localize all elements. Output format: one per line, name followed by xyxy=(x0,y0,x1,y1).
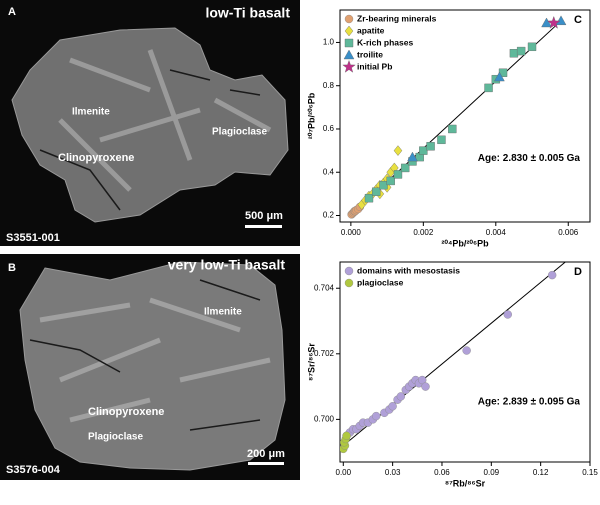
plot-frame xyxy=(339,9,591,223)
point xyxy=(393,170,403,179)
x-tick-label: 0.12 xyxy=(533,468,549,477)
y-tick-label: 0.702 xyxy=(314,349,335,358)
point xyxy=(484,83,493,93)
mineral-label: Clinopyroxene xyxy=(88,406,164,418)
point xyxy=(462,346,471,355)
crystal-laths xyxy=(58,49,272,192)
legend-label: initial Pb xyxy=(357,61,392,71)
panel-letter: B xyxy=(8,262,16,274)
x-tick-label: 0.002 xyxy=(413,228,434,237)
panel-letter: C xyxy=(574,14,582,26)
x-tick-label: 0.09 xyxy=(484,468,500,477)
legend-label: apatite xyxy=(357,25,385,35)
legend-marker xyxy=(344,38,354,48)
y-tick-label: 0.2 xyxy=(323,211,335,220)
legend-marker xyxy=(344,278,354,288)
mineral-label: Plagioclase xyxy=(88,432,143,443)
legend-label: Zr-bearing minerals xyxy=(357,13,437,23)
scale-bar xyxy=(245,225,282,228)
legend-marker xyxy=(344,14,354,24)
image-panel-b: B very low-Ti basalt Ilmenite Clinopyrox… xyxy=(0,254,300,480)
x-axis-label: ⁸⁷Rb/⁸⁶Sr xyxy=(445,478,486,488)
point xyxy=(386,176,395,186)
point xyxy=(421,382,430,391)
mineral-label: Clinopyroxene xyxy=(58,152,134,164)
cracks xyxy=(39,69,261,211)
legend-label: plagioclase xyxy=(357,277,404,287)
point xyxy=(509,49,519,58)
panel-title: very low-Ti basalt xyxy=(168,257,286,273)
point xyxy=(426,142,435,151)
mineral-label: Ilmenite xyxy=(72,107,110,118)
point xyxy=(516,46,526,56)
plot-frame xyxy=(339,261,591,463)
sample-id: S3551-001 xyxy=(6,232,60,244)
x-tick-label: 0.004 xyxy=(486,228,507,237)
plot-area xyxy=(347,15,567,219)
legend-label: troilite xyxy=(357,49,383,59)
point xyxy=(547,15,561,29)
age-annotation: Age: 2.830 ± 0.005 Ga xyxy=(478,153,581,164)
legend-marker xyxy=(344,25,354,37)
x-axis-label: ²⁰⁴Pb/²⁰⁶Pb xyxy=(441,238,489,248)
point xyxy=(494,71,505,82)
legend-label: K-rich phases xyxy=(357,37,413,47)
image-panel-a: A low-Ti basalt Ilmenite Plagioclase Cli… xyxy=(0,0,300,246)
legend-marker xyxy=(343,49,355,60)
legend-label: domains with mesostasis xyxy=(357,265,460,275)
point xyxy=(371,411,381,421)
y-tick-label: 0.6 xyxy=(323,124,335,133)
mineral-label: Plagioclase xyxy=(212,127,267,138)
point xyxy=(342,431,351,440)
y-tick-label: 1.0 xyxy=(323,38,335,47)
mineral-label: Ilmenite xyxy=(204,307,242,318)
panel-title: low-Ti basalt xyxy=(205,5,290,21)
point xyxy=(547,270,557,280)
point xyxy=(448,124,457,134)
legend-marker xyxy=(342,59,356,73)
point xyxy=(379,181,388,190)
plot-area xyxy=(340,262,566,454)
point xyxy=(388,402,397,411)
point xyxy=(419,146,428,155)
point xyxy=(527,42,537,51)
scale-label: 500 μm xyxy=(245,210,283,222)
y-tick-label: 0.8 xyxy=(323,81,335,90)
x-tick-label: 0.15 xyxy=(582,468,598,477)
crystal-laths xyxy=(39,297,271,423)
point xyxy=(393,145,403,156)
x-tick-label: 0.006 xyxy=(558,228,579,237)
point xyxy=(555,15,567,26)
point xyxy=(401,163,410,173)
scale-label: 200 μm xyxy=(247,448,285,460)
point xyxy=(541,17,552,28)
point xyxy=(372,187,381,196)
y-axis-label: ⁸⁷Sr/⁸⁶Sr xyxy=(306,343,316,381)
point xyxy=(407,151,418,162)
y-axis-label: ²⁰⁷Pb/²⁰⁶Pb xyxy=(306,92,316,139)
x-tick-label: 0.000 xyxy=(341,228,362,237)
x-tick-label: 0.03 xyxy=(385,468,401,477)
y-tick-label: 0.700 xyxy=(314,414,335,423)
y-tick-label: 0.704 xyxy=(314,283,335,292)
legend-marker xyxy=(344,266,354,276)
cracks xyxy=(29,279,261,431)
point xyxy=(503,310,512,319)
y-tick-label: 0.4 xyxy=(323,167,335,176)
sample-id: S3576-004 xyxy=(6,464,61,476)
point xyxy=(396,392,406,401)
panel-letter: A xyxy=(8,6,16,18)
point xyxy=(364,194,374,203)
x-tick-label: 0.00 xyxy=(336,468,352,477)
isochron-line xyxy=(342,262,566,446)
panel-letter: D xyxy=(574,266,582,278)
age-annotation: Age: 2.839 ± 0.095 Ga xyxy=(478,397,581,408)
x-tick-label: 0.06 xyxy=(434,468,450,477)
point xyxy=(437,135,446,144)
scale-bar xyxy=(248,462,284,465)
